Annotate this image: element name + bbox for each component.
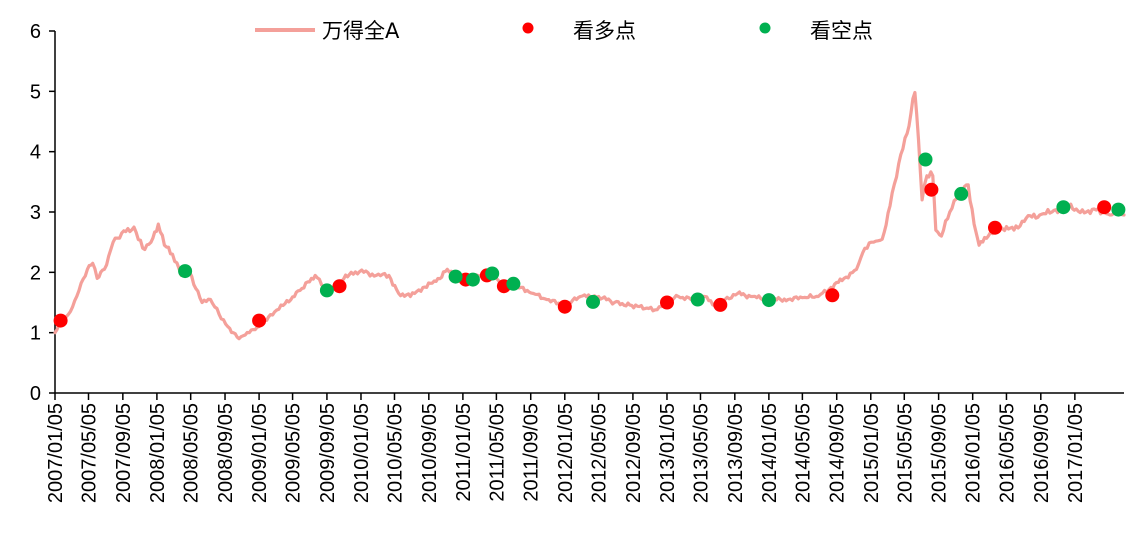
bearish-point [178,264,193,279]
x-tick-label: 2014/05/05 [792,403,814,503]
legend-label: 看多点 [573,19,636,43]
x-tick-label: 2014/01/05 [759,403,781,503]
x-tick-label: 2008/05/05 [181,403,203,503]
bearish-point [1056,200,1071,215]
legend: 万得全A 看多点 看空点 [255,19,873,43]
x-tick-label: 2013/01/05 [657,403,679,503]
bullish-point [252,313,267,328]
x-tick-label: 2011/01/05 [453,403,475,502]
x-tick-label: 2015/05/05 [894,403,916,503]
legend-swatch-dot [522,22,534,34]
bullish-point [713,297,728,312]
x-tick-label: 2013/09/05 [725,403,747,503]
x-tick-label: 2016/01/05 [963,403,985,503]
bearish-point [1111,202,1126,217]
x-tick-label: 2012/09/05 [623,403,645,503]
x-tick-label: 2007/09/05 [113,403,135,503]
x-tick-label: 2012/01/05 [555,403,577,503]
y-axis: 0 1 2 3 4 5 6 [30,21,56,405]
y-tick-label: 4 [30,142,41,164]
x-tick-label: 2011/05/05 [486,403,508,502]
y-tick-label: 5 [30,81,41,103]
x-tick-label: 2007/01/05 [45,403,67,503]
bearish-point [690,292,705,307]
x-tick-label: 2015/09/05 [929,403,951,503]
x-tick-label: 2016/05/05 [996,403,1018,503]
bullish-point [53,313,68,328]
legend-label: 万得全A [322,19,400,43]
legend-swatch-dot [759,22,771,34]
x-tick-label: 2008/01/05 [147,403,169,503]
x-tick-label: 2014/09/05 [827,403,849,503]
bearish-point [918,152,933,167]
bullish-point [988,220,1002,235]
x-tick-label: 2009/05/05 [283,403,305,503]
y-tick-label: 2 [30,262,41,284]
x-tick-label: 2007/05/05 [79,403,101,503]
x-tick-label: 2010/01/05 [351,403,373,503]
bearish-point [485,266,500,281]
x-tick-label: 2010/09/05 [419,403,441,503]
x-tick-label: 2017/01/05 [1065,403,1087,503]
x-axis: 2007/01/05 2007/05/05 2007/09/05 2008/01/05… [45,392,1124,503]
y-tick-label: 1 [30,323,41,345]
y-tick-label: 0 [30,383,41,405]
y-tick-label: 6 [30,21,41,43]
bearish-point [586,294,600,309]
bullish-point [332,279,347,294]
bearish-point [761,293,776,308]
x-tick-label: 2015/01/05 [861,403,883,503]
bearish-point [319,283,334,298]
x-tick-label: 2012/05/05 [589,403,611,503]
bullish-point [557,299,572,314]
bullish-point [924,182,939,197]
x-tick-label: 2011/09/05 [521,403,543,502]
bullish-point [660,295,674,310]
x-tick-label: 2008/09/05 [215,403,237,503]
x-tick-label: 2010/05/05 [384,403,406,503]
x-tick-label: 2013/05/05 [690,403,712,503]
bullish-point [825,288,840,303]
bearish-point [954,186,969,201]
bearish-point [506,276,521,291]
legend-label: 看空点 [810,19,873,43]
y-tick-label: 3 [30,202,41,224]
x-tick-label: 2009/09/05 [317,403,339,503]
bearish-point [448,269,463,284]
x-tick-label: 2009/01/05 [249,403,271,503]
bearish-point [465,272,480,287]
bullish-point [1097,200,1112,215]
plot-area [53,90,1126,341]
x-tick-label: 2016/09/05 [1031,403,1053,503]
